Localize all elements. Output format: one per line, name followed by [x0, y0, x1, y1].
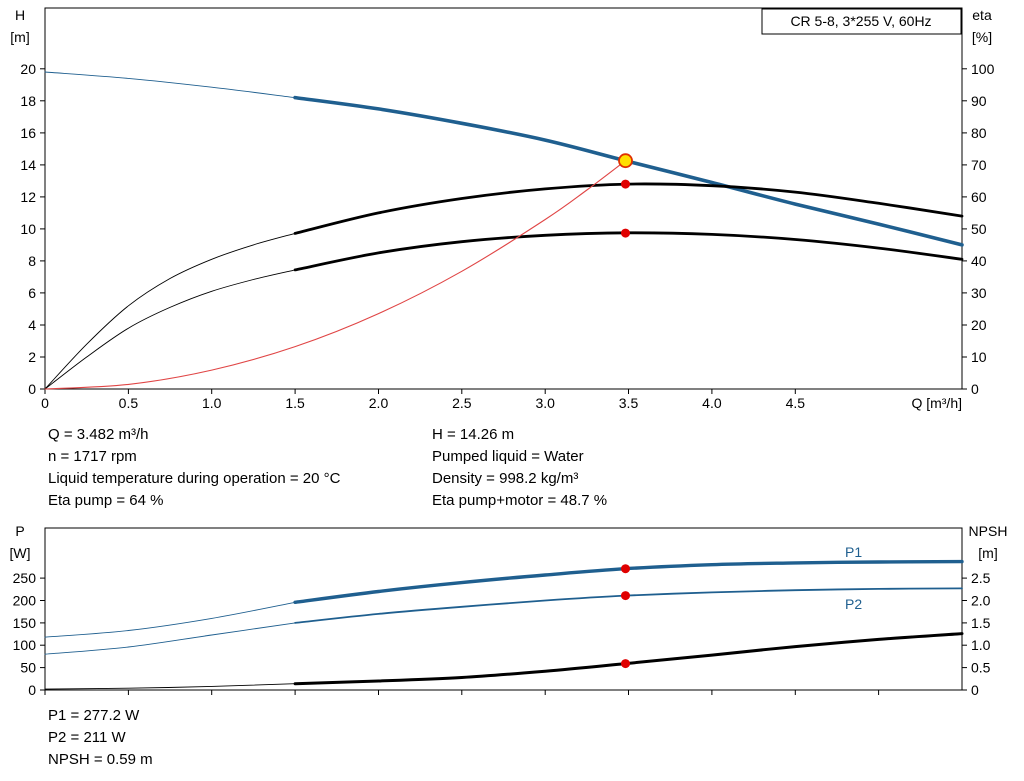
eta-pump-motor-curve-thin: [44, 269, 296, 390]
tick-label: 0: [28, 682, 36, 698]
info-line: Q = 3.482 m³/h: [48, 426, 149, 443]
tick-label: 6: [28, 285, 36, 301]
tick-label: 0.5: [119, 395, 139, 411]
tick-label: 250: [13, 570, 37, 586]
info-line: Density = 998.2 kg/m³: [432, 470, 579, 487]
tick-label: 50: [971, 221, 987, 237]
tick-label: 30: [971, 285, 987, 301]
eta-pump-curve: [293, 182, 964, 235]
y-left-axis-label: [m]: [10, 29, 29, 45]
tick-label: 70: [971, 157, 987, 173]
tick-label: 12: [20, 189, 36, 205]
tick-label: 0: [971, 381, 979, 397]
tick-label: 2: [28, 349, 36, 365]
tick-label: 0: [28, 381, 36, 397]
npsh-point: [621, 659, 630, 669]
y-right-axis-label: eta: [972, 7, 992, 23]
chart-title-box: [761, 8, 962, 35]
p1-curve-thin: [44, 601, 296, 638]
curve-label-p1: P1: [845, 544, 862, 560]
tick-label: 0: [41, 395, 49, 411]
info-line: Eta pump+motor = 48.7 %: [432, 492, 608, 509]
tick-label: 0: [971, 682, 979, 698]
duty-point[interactable]: [618, 153, 633, 169]
plot-border: [44, 527, 963, 691]
tick-label: 1.0: [971, 637, 991, 653]
tick-label: 3.0: [535, 395, 555, 411]
tick-label: 2.0: [369, 395, 389, 411]
tick-label: 4.0: [702, 395, 722, 411]
tick-label: 20: [971, 317, 987, 333]
duty-info-right: H = 14.26 m Pumped liquid = Water Density …: [432, 424, 607, 512]
tick-label: 100: [971, 61, 995, 77]
info-line: Liquid temperature during operation = 20…: [48, 470, 341, 487]
plot-border: [44, 7, 963, 390]
y-right-axis-label: [%]: [972, 29, 992, 45]
qh-eta-chart: 0 2 4 6 8 10 12 14 16 18 20 0 10 20 30 40 50 60 70 80 90 100 0…: [10, 7, 995, 411]
p1-point: [621, 564, 630, 574]
p2-curve-thin: [44, 622, 296, 655]
y-right-axis-label: NPSH: [969, 523, 1008, 539]
tick-label: 2.5: [971, 570, 991, 586]
tick-label: 50: [20, 660, 36, 676]
eta-pump-point: [621, 179, 630, 189]
info-line: Eta pump = 64 %: [48, 492, 164, 509]
chart-title: CR 5-8, 3*255 V, 60Hz: [790, 13, 931, 29]
info-line: n = 1717 rpm: [48, 448, 137, 465]
x-axis-label: Q [m³/h]: [911, 395, 962, 411]
info-line: NPSH = 0.59 m: [48, 751, 153, 768]
tick-label: 2.0: [971, 593, 991, 609]
tick-label: 8: [28, 253, 36, 269]
tick-label: 1.5: [285, 395, 305, 411]
tick-label: 100: [13, 637, 37, 653]
p2-point: [621, 591, 630, 601]
tick-label: 2.5: [452, 395, 472, 411]
tick-label: 14: [20, 157, 36, 173]
info-line: P1 = 277.2 W: [48, 707, 140, 724]
tick-label: 4: [28, 317, 36, 333]
y-left-axis-label: H: [15, 7, 25, 23]
y-right-axis-label: [m]: [978, 545, 997, 561]
system-curve: [44, 160, 627, 390]
y-left-axis-label: P: [15, 523, 24, 539]
tick-label: 1.0: [202, 395, 222, 411]
tick-label: 16: [20, 125, 36, 141]
tick-label: 40: [971, 253, 987, 269]
tick-label: 90: [971, 93, 987, 109]
tick-label: 10: [971, 349, 987, 365]
tick-label: 3.5: [619, 395, 639, 411]
tick-label: 150: [13, 615, 37, 631]
curve-label-p2: P2: [845, 596, 862, 612]
tick-label: 80: [971, 125, 987, 141]
power-npsh-info: P1 = 277.2 W P2 = 211 W NPSH = 0.59 m: [48, 705, 153, 771]
tick-label: 18: [20, 93, 36, 109]
tick-label: 10: [20, 221, 36, 237]
eta-pump-motor-curve: [293, 231, 964, 272]
power-npsh-chart: 0 50 100 150 200 250 0 0.5 1.0 1.5 2.0 2.5 P [W] NPSH […: [10, 523, 1008, 698]
duty-info-left: Q = 3.482 m³/h n = 1717 rpm Liquid tempera…: [48, 424, 340, 512]
npsh-curve-thin: [44, 683, 296, 690]
eta-pump-curve-thin: [44, 232, 296, 390]
info-line: Pumped liquid = Water: [432, 448, 584, 465]
qh-curve: [293, 95, 964, 247]
tick-label: 4.5: [786, 395, 806, 411]
y-left-axis-label: [W]: [10, 545, 31, 561]
tick-label: 60: [971, 189, 987, 205]
tick-label: 20: [20, 61, 36, 77]
npsh-curve: [293, 632, 964, 686]
tick-label: 0.5: [971, 660, 991, 676]
info-line: H = 14.26 m: [432, 426, 515, 443]
tick-label: 200: [13, 593, 37, 609]
tick-label: 1.5: [971, 615, 991, 631]
eta-pump-motor-point: [621, 228, 630, 238]
info-line: P2 = 211 W: [48, 729, 126, 746]
qh-curve-thin: [44, 71, 296, 99]
